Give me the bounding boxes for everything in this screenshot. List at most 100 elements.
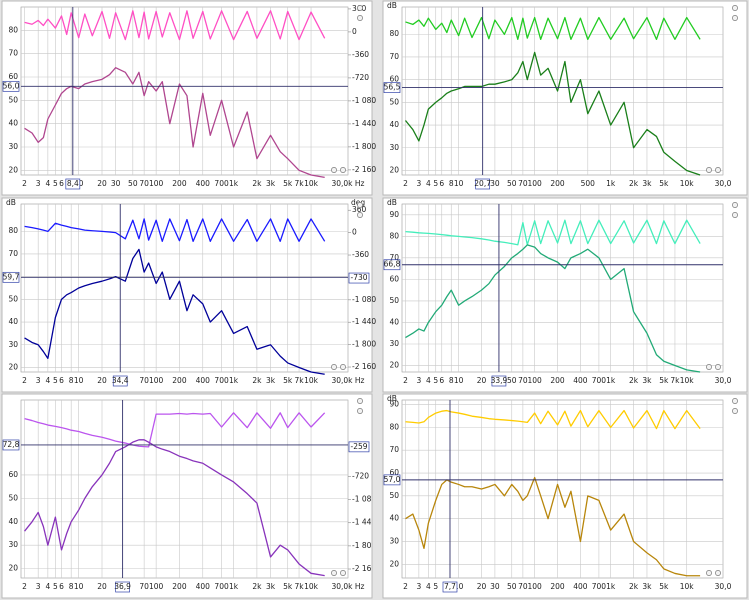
y-tick-label: 80 [8,226,18,235]
x-tick-label: 700 [214,582,229,591]
cursor-y-label: 72,8 [3,440,20,449]
x-tick-label: 7k [294,376,304,385]
x-tick-label: 70 [518,582,528,591]
x-tick-label: 6 [59,582,64,591]
y2-tick-label: -1 080 [352,96,376,105]
zoom-button[interactable] [715,167,721,173]
y-axis-label: dB [6,198,16,207]
zoom-button[interactable] [706,570,712,576]
y2-tick-label: -1 44 [352,518,372,527]
x-tick-label: 2 [22,376,27,385]
y2-tick-label: -1 440 [352,317,376,326]
x-tick-label: 10k [304,376,319,385]
y-tick-label: 30 [389,536,399,545]
zoom-button[interactable] [732,202,738,208]
x-tick-label: 2k [252,179,262,188]
y-tick-label: 40 [389,317,399,326]
y-tick-label: 50 [8,493,18,502]
zoom-button[interactable] [357,408,363,414]
y-tick-label: 80 [8,25,18,34]
y-tick-label: 20 [389,165,399,174]
zoom-button[interactable] [340,570,346,576]
y-tick-label: 80 [389,422,399,431]
y-tick-label: 30 [8,540,18,549]
zoom-button[interactable] [715,364,721,370]
zoom-button[interactable] [732,408,738,414]
x-tick-label: 100 [527,582,542,591]
y-tick-label: 50 [389,491,399,500]
x-tick-label: 4 [426,179,431,188]
zoom-button[interactable] [357,15,363,21]
x-tick-label: 2 [22,179,27,188]
x-tick-label: 5k [659,582,669,591]
y-tick-label: 50 [389,97,399,106]
zoom-button[interactable] [357,212,363,218]
x-tick-label: 5k [659,376,669,385]
cursor-y-label: 66,8 [384,260,401,269]
x-tick-label: 5k [283,376,293,385]
x-tick-label: 700 [214,376,229,385]
zoom-button[interactable] [357,398,363,404]
y2-tick-label: -1 800 [352,340,376,349]
plot-area [20,399,349,579]
x-tick-label: 200 [550,179,565,188]
x-tick-label: 2 [403,179,408,188]
cursor-y2-box [348,272,370,284]
y2-tick-label: 360 [352,205,367,214]
x-tick-label: 1k [229,376,239,385]
x-tick-label: 1k [229,582,239,591]
x-tick-label: 10 [74,376,84,385]
x-tick-label: 2 [403,376,408,385]
zoom-button[interactable] [715,570,721,576]
plot-area [401,6,724,176]
x-tick-label: 2k [629,179,639,188]
x-tick-label: 2k [629,376,639,385]
chart-panel: 2 3 4 5 6 8 10 20 70 100 200 400 700 1k 2k 3k 5k 7k 10k 30,… [1,393,373,599]
zoom-button[interactable] [357,5,363,11]
zoom-button[interactable] [331,364,337,370]
y2-tick-label: -360 [352,250,369,259]
cursor-x-box [442,581,458,593]
x-tick-label: 70 [139,179,149,188]
zoom-button[interactable] [357,202,363,208]
x-tick-label: 8 [69,582,74,591]
zoom-button[interactable] [331,570,337,576]
x-tick-label: 100 [527,179,542,188]
cursor-y2-label: -730 [350,273,367,282]
zoom-button[interactable] [340,167,346,173]
y-tick-label: 80 [389,29,399,38]
phase-line [405,219,701,246]
zoom-button[interactable] [732,212,738,218]
x-tick-label: 3k [642,376,652,385]
x-tick-label: 4 [45,179,50,188]
x-tick-label: 4 [426,376,431,385]
y2-tick-label: -2 160 [352,362,376,371]
zoom-button[interactable] [331,167,337,173]
zoom-button[interactable] [732,15,738,21]
y-tick-label: 50 [389,296,399,305]
y-tick-label: 70 [389,52,399,61]
x-tick-label: 200 [172,376,187,385]
x-tick-label: 3k [266,582,276,591]
cursor-x-label: 34,4 [112,376,129,385]
x-tick-label: 30 [490,179,500,188]
zoom-button[interactable] [732,5,738,11]
y-tick-label: 30 [389,143,399,152]
x-tick-label: 10 [74,582,84,591]
zoom-button[interactable] [340,364,346,370]
x-tick-label: 3 [36,179,41,188]
plot-area [20,203,349,373]
zoom-button[interactable] [706,364,712,370]
x-tick-label: 8 [449,179,454,188]
cursor-y-label: 57,0 [384,475,401,484]
zoom-button[interactable] [732,398,738,404]
x-tick-label: 8 [449,376,454,385]
x-tick-label: 20 [97,376,107,385]
x-tick-label: 30 [490,582,500,591]
x-tick-label: 2 [22,582,27,591]
x-tick-label: 1k [606,582,616,591]
y2-tick-label: -720 [352,73,369,82]
x-tick-label: 7k [294,179,304,188]
magnitude-line [24,67,325,178]
zoom-button[interactable] [706,167,712,173]
